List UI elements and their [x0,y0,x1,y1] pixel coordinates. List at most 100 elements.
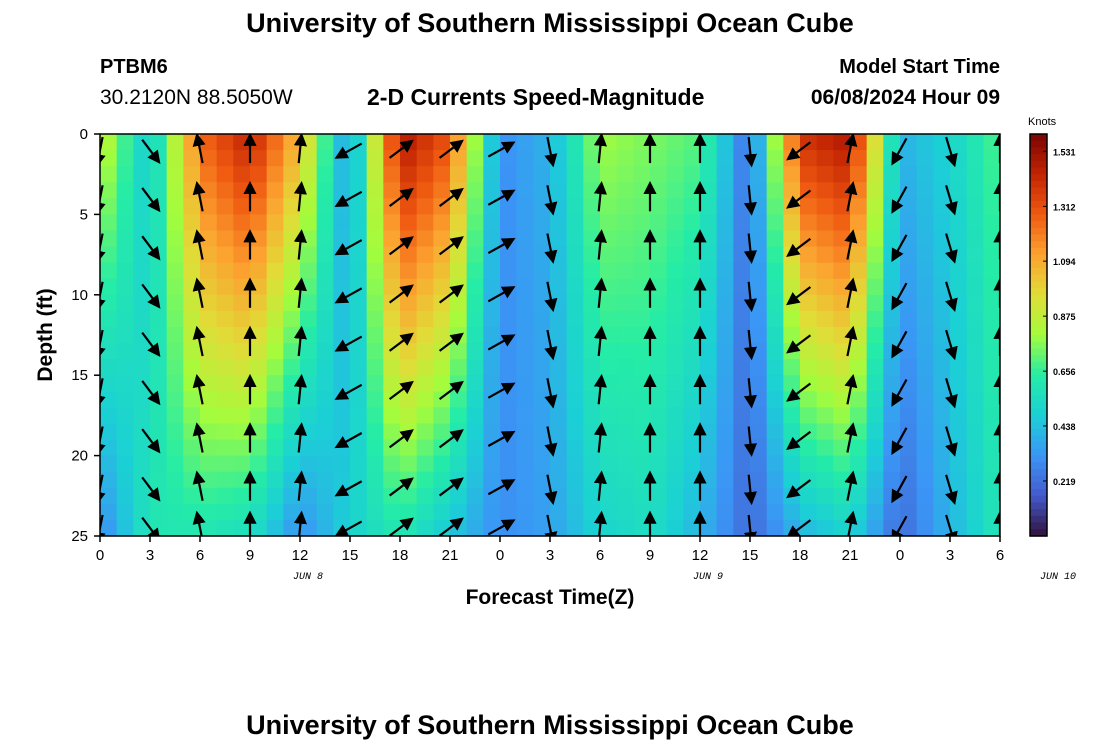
heatmap-cell [733,214,751,232]
heatmap-cell [616,150,634,167]
heatmap-cell [483,198,501,215]
heatmap-cell [933,310,951,328]
heatmap-cell [583,455,601,473]
current-vector [438,139,464,159]
current-vector [544,426,558,457]
heatmap-cell [533,343,551,360]
heatmap-cell [766,503,784,521]
heatmap-cell [416,423,434,441]
heatmap-cell [983,487,1000,505]
heatmap-cell [733,439,751,457]
current-vector [334,432,363,449]
heatmap-cell [966,455,984,473]
heatmap-cell [416,198,434,215]
heatmap-cell [633,471,651,489]
current-vector [141,476,161,502]
heatmap-cell [966,262,984,280]
heatmap-cell [633,487,651,505]
heatmap-cell [566,503,584,521]
heatmap-cell [100,375,118,392]
heatmap-cell [366,246,384,264]
heatmap-cell [300,343,318,360]
heatmap-cell [916,262,934,280]
heatmap-cell [316,262,334,280]
heatmap-cell [833,198,851,215]
heatmap-cell [783,230,801,248]
heatmap-cell [966,503,984,521]
heatmap-cell [266,214,284,232]
heatmap-cell [166,150,184,167]
heatmap-cell [200,166,218,183]
heatmap-cell [750,519,768,536]
heatmap-cell [383,343,401,360]
colorbar-segment [1030,281,1047,289]
heatmap-cell [616,359,634,376]
heatmap-cell [266,246,284,264]
heatmap-cell [233,439,251,457]
heatmap-cell [733,455,751,473]
heatmap-cell [816,326,834,344]
heatmap-cell [133,198,151,215]
heatmap-cell [983,134,1000,151]
heatmap-cell [466,471,484,489]
heatmap-cell [866,375,884,392]
heatmap-cell [600,375,618,392]
heatmap-cell [466,214,484,232]
heatmap-cell [616,455,634,473]
heatmap-cell [550,423,568,441]
colorbar-segment [1030,201,1047,209]
heatmap-cell [683,214,701,232]
heatmap-cell [100,278,118,296]
heatmap-cell [816,278,834,296]
heatmap-cell [183,294,201,312]
heatmap-cell [650,391,668,408]
heatmap-cell [816,503,834,521]
heatmap-cell [566,198,584,215]
heatmap-cell [916,166,934,183]
heatmap-cell [600,278,618,296]
heatmap-cell [166,343,184,360]
heatmap-cell [383,310,401,328]
y-axis-label: Depth (ft) [34,288,57,381]
heatmap-cell [366,375,384,392]
heatmap-cell [933,246,951,264]
heatmap-cell [250,150,268,167]
heatmap-cell [633,519,651,536]
heatmap-cell [600,150,618,167]
heatmap-cell [366,278,384,296]
heatmap-cell [783,503,801,521]
heatmap-cell [266,294,284,312]
heatmap-cell [600,503,618,521]
heatmap-cell [516,310,534,328]
colorbar-tick-label: 1.312 [1053,202,1076,212]
heatmap-cell [750,375,768,392]
heatmap-cell [216,326,234,344]
heatmap-cell [816,375,834,392]
colorbar-segment [1030,435,1047,443]
heatmap-cell [150,423,168,441]
colorbar-segment [1030,509,1047,517]
heatmap-cell [933,166,951,183]
heatmap-cell [516,407,534,425]
current-vector [141,380,161,406]
heatmap-cell [633,326,651,344]
heatmap-cell [716,391,734,408]
colorbar-segment [1030,355,1047,363]
heatmap-cell [866,343,884,360]
heatmap-cell [750,150,768,167]
heatmap-cell [650,439,668,457]
heatmap-cell [983,359,1000,376]
heatmap-cell [216,391,234,408]
current-vector [844,229,858,260]
heatmap-cell [333,359,351,376]
heatmap-cell [166,134,184,151]
heatmap-cell [450,503,468,521]
heatmap-cell [733,166,751,183]
heatmap-cell [233,391,251,408]
model-start-value: 06/08/2024 Hour 09 [810,86,1000,109]
heatmap-cell [300,310,318,328]
heatmap-cell [416,182,434,199]
heatmap-cell [950,310,968,328]
heatmap-cell [700,214,718,232]
heatmap-cell [250,214,268,232]
